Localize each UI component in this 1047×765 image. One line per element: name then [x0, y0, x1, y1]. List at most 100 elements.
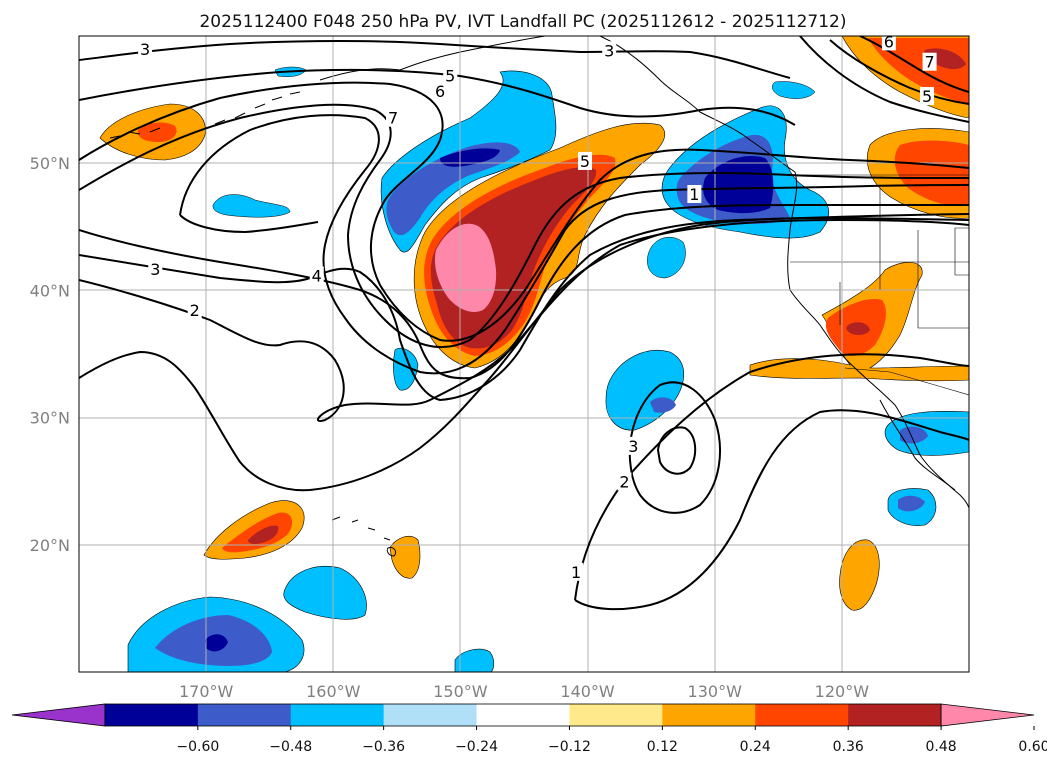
- darkblue-region-south-west: [205, 634, 228, 652]
- colorbar-extend-high: [940, 703, 1035, 727]
- map-frame: [78, 35, 970, 673]
- contour-label-background: [922, 52, 937, 71]
- chart-title: 2025112400 F048 250 hPa PV, IVT Landfall…: [199, 12, 846, 32]
- y-tick-label: 30°N: [30, 409, 70, 428]
- alaska-coastline: [319, 36, 796, 173]
- contour-label: 7: [388, 109, 398, 128]
- contour-label-background: [138, 39, 153, 58]
- contour-label-background: [569, 562, 584, 581]
- contour-label: 3: [150, 260, 160, 279]
- contour-label-background: [920, 87, 935, 106]
- blue-region-baja: [900, 426, 928, 444]
- colorbar-tick-label: −0.12: [548, 739, 591, 755]
- darkblue-region-bc: [703, 156, 774, 214]
- colorbar-swatch: [290, 704, 385, 726]
- contour-label-background: [309, 266, 324, 285]
- contour-label: 6: [435, 82, 445, 101]
- darkblue-region-trough: [440, 148, 500, 167]
- colorbar-swatch: [104, 704, 199, 726]
- darkred-region-california: [846, 322, 870, 335]
- contour-4-mid: [79, 203, 969, 380]
- contour-1-subtropic: [574, 353, 969, 601]
- colorbar-swatch: [197, 704, 292, 726]
- colorbar-tick-label: 0.12: [647, 739, 678, 755]
- negative-anomaly-fields: [127, 66, 969, 672]
- cyan-region-northeast: [772, 81, 816, 99]
- cyan-region-north-pacific: [212, 194, 291, 218]
- colorbar-swatch: [755, 704, 849, 726]
- colorbar-swatch: [662, 704, 756, 726]
- contour-1-southeast: [574, 409, 969, 611]
- contour-label: 3: [628, 437, 638, 456]
- contour-2-mid: [79, 218, 969, 422]
- colorbar-tick-label: 0.60: [1018, 739, 1047, 755]
- contour-label: 1: [571, 563, 581, 582]
- orange-region-hawaii-east: [389, 536, 421, 579]
- colorbar-extend-low: [11, 703, 106, 727]
- colorbar-tick-label: −0.24: [455, 739, 498, 755]
- contour-label-background: [386, 108, 401, 127]
- x-tick-label: 170°W: [179, 682, 234, 701]
- aleutian-islands: [109, 91, 301, 139]
- contour-label: 5: [922, 87, 932, 106]
- colorbar-tick-label: 0.36: [833, 739, 864, 755]
- cyan-region-hawaii: [283, 566, 367, 620]
- contour-1-south: [79, 216, 969, 492]
- contour-label: 3: [604, 41, 614, 60]
- blue-region-east-pacific: [898, 495, 925, 512]
- contour-label: 5: [580, 152, 590, 171]
- blue-region-subtropic-low: [650, 397, 676, 413]
- colorbar-swatch: [569, 704, 663, 726]
- contour-5-ne: [829, 39, 969, 105]
- contour-label: 6: [884, 32, 894, 51]
- contour-5-loop: [79, 81, 969, 342]
- hawaii-islands: [331, 516, 397, 557]
- x-tick-label: 150°W: [433, 682, 488, 701]
- blue-region-trough: [386, 142, 520, 236]
- y-tick-label: 20°N: [30, 536, 70, 555]
- contour-2-subtropic: [628, 381, 721, 514]
- state-borders: [790, 188, 969, 329]
- ivt-contours: [79, 36, 969, 611]
- colorbar-tick-label: 0.48: [926, 739, 957, 755]
- contour-label-background: [626, 436, 641, 455]
- colorbar-swatch: [383, 704, 478, 726]
- contour-label: 5: [445, 67, 455, 86]
- cyan-region-mid-pacific: [647, 236, 686, 279]
- contour-label-background: [602, 41, 617, 60]
- colorbar-frame: [104, 703, 942, 727]
- red-region-coast: [894, 140, 969, 206]
- colorbar-tick-label: −0.48: [269, 739, 312, 755]
- colorbar-tick-label: −0.60: [176, 739, 219, 755]
- x-tick-label: 120°W: [815, 682, 870, 701]
- contour-label: 3: [140, 40, 150, 59]
- contour-label: 4: [312, 266, 322, 285]
- contour-label-background: [687, 185, 702, 203]
- mexico-border: [844, 367, 969, 396]
- contour-6-ne: [859, 36, 969, 93]
- colorbar-swatch: [476, 704, 570, 726]
- colorbar-tick-label: −0.36: [362, 739, 405, 755]
- orange-region-mexico: [839, 539, 880, 611]
- contour-label-background: [148, 260, 163, 279]
- contour-label: 2: [619, 472, 629, 491]
- contour-label: 7: [924, 53, 934, 72]
- colorbar-tick-label: 0.24: [740, 739, 771, 755]
- contour-label-background: [578, 151, 593, 170]
- red-region-nw: [137, 122, 177, 142]
- contour-label-background: [187, 300, 202, 319]
- contour-label: 1: [689, 185, 699, 204]
- contour-4-ne: [799, 36, 969, 123]
- x-tick-label: 130°W: [688, 682, 743, 701]
- contour-label-background: [433, 81, 448, 100]
- contour-3-north: [79, 40, 791, 79]
- contour-7-inner: [179, 214, 319, 234]
- contour-3-mid: [79, 213, 969, 402]
- y-tick-label: 50°N: [30, 154, 70, 173]
- y-tick-label: 40°N: [30, 281, 70, 300]
- colorbar: −0.60 −0.48 −0.36 −0.24 −0.12 0.12 0.24 0.36 0.4…: [11, 703, 1047, 755]
- x-tick-label: 160°W: [306, 682, 361, 701]
- contour-label-background: [443, 66, 458, 85]
